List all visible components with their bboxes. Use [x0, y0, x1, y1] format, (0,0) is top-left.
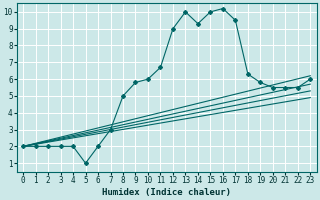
X-axis label: Humidex (Indice chaleur): Humidex (Indice chaleur) — [102, 188, 231, 197]
